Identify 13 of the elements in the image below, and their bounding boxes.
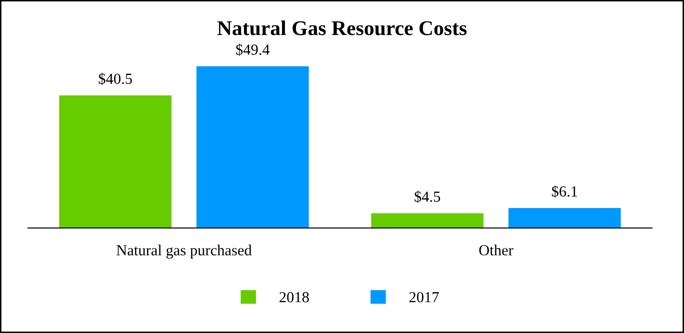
- bar: [508, 208, 621, 228]
- data-label: $40.5: [98, 72, 132, 85]
- x-tick-label: Other: [479, 244, 514, 256]
- legend-label: 2018: [280, 292, 309, 302]
- data-label: $6.1: [552, 185, 578, 198]
- x-tick-label: Natural gas purchased: [116, 244, 252, 259]
- chart-title: Natural Gas Resource Costs: [217, 20, 467, 36]
- data-label: $49.4: [236, 44, 270, 56]
- bar: [196, 66, 309, 228]
- data-label: $4.5: [414, 190, 440, 203]
- legend-label: 2017: [409, 292, 439, 302]
- bar: [371, 213, 484, 228]
- bar: [59, 95, 172, 228]
